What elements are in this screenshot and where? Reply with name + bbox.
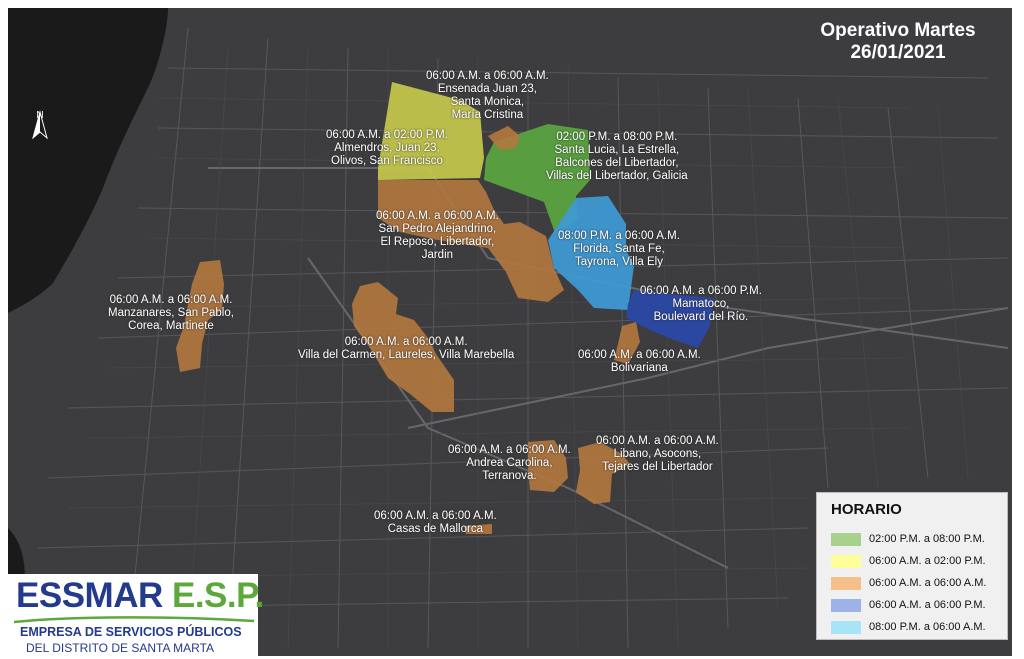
logo-wordmark-part2: E.S.P.: [162, 576, 264, 615]
logo-swoosh-icon: [14, 616, 254, 624]
legend-item: 06:00 A.M. a 06:00 P.M.: [831, 597, 986, 613]
zone-area: Tayrona, Villa Ely: [574, 256, 663, 268]
zone-polygon-green: [484, 124, 590, 236]
legend-item: 08:00 P.M. a 06:00 A.M.: [831, 619, 986, 635]
map-graphics: [8, 8, 1009, 656]
legend-label: 06:00 A.M. a 06:00 P.M.: [869, 599, 986, 611]
zone-polygon-orange-villa-carmen: [352, 282, 454, 412]
zone-polygon-orange-libano: [576, 442, 630, 504]
essmar-logo: ESSMAR E.S.P. EMPRESA DE SERVICIOS PÚBLI…: [8, 574, 264, 656]
legend: HORARIO 02:00 P.M. a 08:00 P.M. 06:00 A.…: [816, 492, 1008, 640]
zone-label-mallorca: 06:00 A.M. a 06:00 A.M. Casas de Mallorc…: [374, 510, 497, 536]
legend-item: 06:00 A.M. a 02:00 P.M.: [831, 553, 986, 569]
zone-label-libano: 06:00 A.M. a 06:00 A.M. Libano, Asocons,…: [596, 435, 719, 474]
zone-schedule: 06:00 A.M. a 06:00 A.M.: [376, 210, 499, 222]
zone-polygon-orange-libertador: [378, 180, 564, 302]
zone-area: Casas de Mallorca: [387, 523, 483, 535]
zone-area: Florida, Santa Fe,: [573, 243, 665, 255]
zone-area: Mamatoco,: [672, 298, 730, 310]
legend-label: 08:00 P.M. a 06:00 A.M.: [869, 621, 986, 633]
legend-item: 02:00 P.M. a 08:00 P.M.: [831, 531, 985, 547]
zone-schedule: 06:00 A.M. a 06:00 A.M.: [596, 435, 719, 447]
zone-schedule: 06:00 A.M. a 06:00 A.M.: [344, 336, 468, 348]
zone-area: San Pedro Alejandrino,: [378, 223, 497, 235]
zone-area: Villas del Libertador, Galicia: [546, 170, 688, 182]
bay-water: [8, 8, 168, 313]
legend-swatch: [831, 554, 861, 568]
zone-label-santa-lucia: 02:00 P.M. a 08:00 P.M. Santa Lucia, La …: [546, 131, 688, 183]
zone-area: Santa Monica,: [450, 96, 525, 108]
logo-wordmark-part1: ESSMAR: [16, 576, 163, 615]
zone-area: Bolivariana: [610, 362, 668, 374]
zone-area: Jardin: [421, 249, 454, 261]
zone-area: Corea, Martinete: [128, 320, 214, 332]
legend-item: 06:00 A.M. a 06:00 A.M.: [831, 575, 986, 591]
zone-label-florida: 08:00 P.M. a 06:00 A.M. Florida, Santa F…: [558, 230, 680, 269]
legend-swatch: [831, 576, 861, 590]
zone-schedule: 06:00 A.M. a 02:00 P.M.: [326, 129, 448, 141]
zone-area: Manzanares, San Pablo,: [108, 307, 234, 319]
legend-label: 02:00 P.M. a 08:00 P.M.: [869, 533, 985, 545]
zone-area: Boulevard del Río.: [653, 311, 749, 323]
zone-polygon-yellow: [378, 82, 484, 180]
map-title-line1: Operativo Martes: [820, 20, 976, 41]
zone-polygon-blue: [626, 290, 714, 348]
zone-label-bolivariana: 06:00 A.M. a 06:00 A.M. Bolivariana: [578, 349, 701, 375]
zone-polygon-orange-bolivariana: [614, 322, 640, 364]
zone-label-mamatoco: 06:00 A.M. a 06:00 P.M. Mamatoco, Boulev…: [640, 285, 762, 324]
zone-area: Ensenada Juan 23,: [437, 83, 537, 95]
north-arrow: N: [30, 110, 50, 140]
zone-area: María Cristina: [451, 109, 524, 121]
map-canvas[interactable]: N Operativo Martes 26/01/2021 06:00 A.M.…: [8, 8, 1012, 656]
zone-schedule: 06:00 A.M. a 06:00 A.M.: [578, 349, 701, 361]
zone-area: El Reposo, Libertador,: [380, 236, 495, 248]
zone-schedule: 02:00 P.M. a 08:00 P.M.: [556, 131, 678, 143]
logo-subtitle-2: DEL DISTRITO DE SANTA MARTA: [26, 641, 215, 655]
map-title: Operativo Martes 26/01/2021: [808, 20, 988, 64]
zone-area: Libano, Asocons,: [613, 448, 702, 460]
zone-schedule: 06:00 A.M. a 06:00 P.M.: [640, 285, 762, 297]
legend-title: HORARIO: [831, 501, 902, 518]
zone-label-villa-carmen: 06:00 A.M. a 06:00 A.M. Villa del Carmen…: [298, 336, 514, 362]
zone-polygon-orange-manzanares: [176, 260, 224, 372]
zone-label-san-pedro: 06:00 A.M. a 06:00 A.M. San Pedro Alejan…: [376, 210, 499, 262]
zone-label-manzanares: 06:00 A.M. a 06:00 A.M. Manzanares, San …: [108, 294, 234, 333]
zone-area: Olivos, San Francisco: [331, 155, 443, 167]
legend-swatch: [831, 598, 861, 612]
zone-label-andrea-carolina: 06:00 A.M. a 06:00 A.M. Andrea Carolina,…: [448, 444, 571, 483]
zone-schedule: 08:00 P.M. a 06:00 A.M.: [558, 230, 680, 242]
legend-label: 06:00 A.M. a 06:00 A.M.: [869, 577, 987, 589]
zone-label-ensenada: 06:00 A.M. a 06:00 A.M. Ensenada Juan 23…: [426, 70, 549, 122]
zone-area: Almendros, Juan 23,: [334, 142, 440, 154]
logo-wordmark: ESSMAR E.S.P.: [16, 576, 264, 616]
zone-schedule: 06:00 A.M. a 06:00 A.M.: [374, 510, 497, 522]
zone-polygon-lightblue: [548, 196, 634, 310]
north-arrow-icon: [32, 110, 48, 140]
legend-label: 06:00 A.M. a 02:00 P.M.: [869, 555, 986, 567]
zone-schedule: 06:00 A.M. a 06:00 A.M.: [426, 70, 549, 82]
logo-subtitle-1: EMPRESA DE SERVICIOS PÚBLICOS: [20, 625, 242, 639]
zone-area: Andrea Carolina,: [466, 457, 553, 469]
zone-area: Santa Lucia, La Estrella,: [554, 144, 680, 156]
zone-area: Balcones del Libertador,: [555, 157, 679, 169]
legend-swatch: [831, 620, 861, 634]
zone-area: Tejares del Libertador: [602, 461, 713, 473]
zone-polygon-orange-ensenada: [488, 126, 520, 150]
zone-area: Villa del Carmen, Laureles, Villa Marebe…: [298, 349, 515, 361]
zone-polygon-orange-andrea-carolina: [528, 440, 568, 492]
zone-schedule: 06:00 A.M. a 06:00 A.M.: [109, 294, 233, 306]
zone-schedule: 06:00 A.M. a 06:00 A.M.: [448, 444, 571, 456]
zone-area: Terranova.: [482, 470, 537, 482]
map-title-line2: 26/01/2021: [850, 42, 946, 63]
zone-label-almendros: 06:00 A.M. a 02:00 P.M. Almendros, Juan …: [326, 129, 448, 168]
legend-swatch: [831, 532, 861, 546]
zone-polygon-orange-mallorca: [464, 524, 492, 534]
